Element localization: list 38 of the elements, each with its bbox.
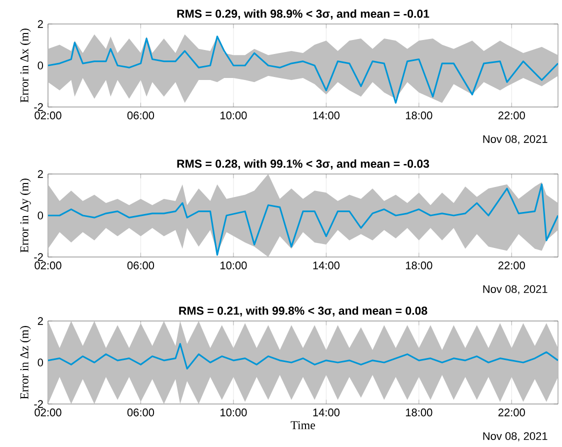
x-tick-label: 14:00 bbox=[313, 112, 340, 120]
y-axis-title: Error in Δz (m) bbox=[20, 326, 31, 400]
x-tick-label: 22:00 bbox=[498, 262, 525, 270]
text: Nov 08, 2021 bbox=[483, 285, 548, 294]
y-tick-label: 2 bbox=[38, 317, 43, 325]
x-tick-label: 18:00 bbox=[406, 262, 432, 270]
x-tick-label: 06:00 bbox=[127, 112, 154, 120]
y-tick-label: 0 bbox=[38, 212, 44, 220]
chart-title: RMS = 0.29, with 98.9% < 3σ, and mean = -0.01 bbox=[177, 9, 430, 20]
x-tick-label: 22:00 bbox=[498, 112, 525, 120]
y-axis-title: Error in Δy (m) bbox=[20, 178, 31, 252]
x-axis-title: Time bbox=[290, 421, 316, 430]
x-tick-label: 10:00 bbox=[220, 112, 247, 120]
x-tick-label: 06:00 bbox=[127, 262, 154, 270]
y-axis-title: Error in Δx (m) bbox=[20, 28, 31, 102]
x-tick-label: 02:00 bbox=[34, 112, 62, 120]
x-tick-label: 22:00 bbox=[498, 408, 525, 416]
chart-title: RMS = 0.21, with 99.8% < 3σ, and mean = 0.08 bbox=[179, 306, 428, 316]
y-tick-label: -2 bbox=[34, 253, 43, 261]
x-tick-label: 10:00 bbox=[220, 408, 247, 416]
text: Nov 08, 2021 bbox=[483, 135, 548, 144]
y-tick-label: 2 bbox=[38, 170, 43, 178]
x-tick-label: 14:00 bbox=[313, 262, 340, 270]
x-tick-label: 14:00 bbox=[313, 408, 340, 416]
x-tick-label: 18:00 bbox=[406, 112, 432, 120]
y-tick-label: -2 bbox=[34, 400, 43, 408]
x-tick-label: 02:00 bbox=[34, 262, 62, 270]
x-tick-label: 02:00 bbox=[34, 408, 62, 416]
y-tick-label: -2 bbox=[34, 103, 43, 111]
text: Nov 08, 2021 bbox=[483, 432, 548, 442]
y-tick-label: 2 bbox=[38, 20, 43, 28]
x-tick-label: 18:00 bbox=[406, 408, 432, 416]
x-tick-label: 10:00 bbox=[220, 262, 247, 270]
x-tick-label: 06:00 bbox=[127, 408, 154, 416]
y-tick-label: 0 bbox=[38, 358, 44, 366]
y-tick-label: 0 bbox=[38, 62, 44, 70]
line-series bbox=[48, 343, 558, 370]
chart-title: RMS = 0.28, with 99.1% < 3σ, and mean = -0.03 bbox=[177, 159, 430, 170]
